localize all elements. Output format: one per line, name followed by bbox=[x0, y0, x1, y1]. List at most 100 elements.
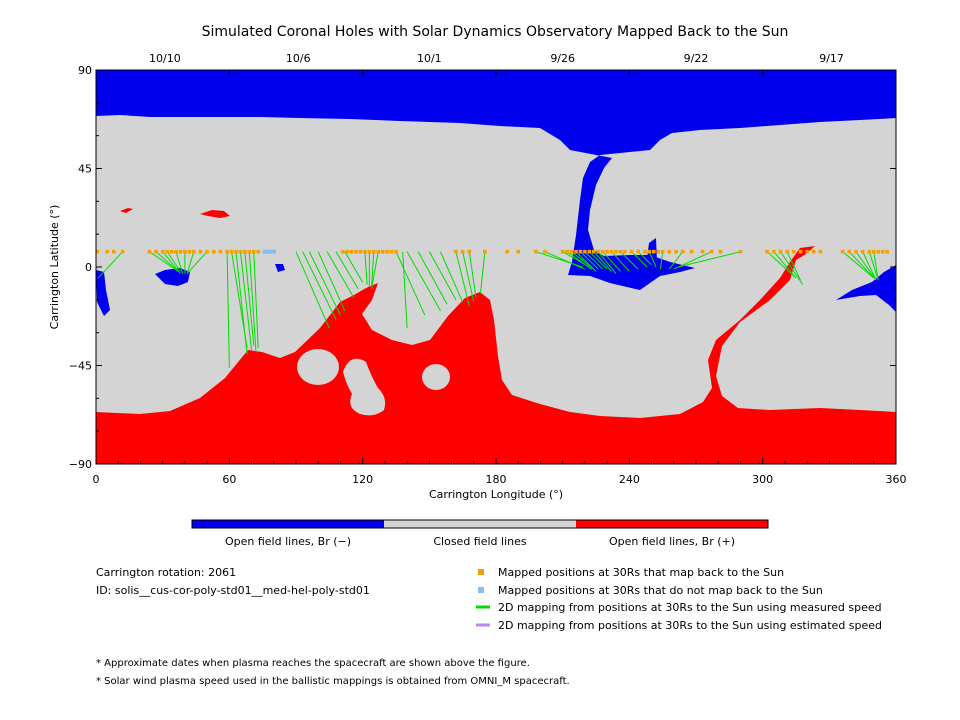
x-tick-label: 300 bbox=[752, 473, 773, 486]
field-line bbox=[868, 251, 879, 281]
unmapped-marker bbox=[271, 249, 276, 254]
field-line bbox=[253, 251, 259, 349]
mapped-marker bbox=[389, 249, 394, 254]
colorbar-segment bbox=[576, 520, 768, 528]
mapped-marker bbox=[543, 249, 547, 254]
top-date-label: 9/22 bbox=[684, 52, 709, 65]
field-line bbox=[602, 251, 621, 272]
mapped-marker bbox=[596, 249, 601, 254]
field-line bbox=[786, 251, 801, 281]
x-tick-label: 360 bbox=[886, 473, 907, 486]
colorbar-frame bbox=[191, 519, 769, 529]
mapped-marker bbox=[738, 249, 743, 254]
field-line bbox=[479, 251, 486, 294]
mapped-marker bbox=[225, 249, 229, 254]
field-line bbox=[149, 251, 179, 272]
colorbar-segment bbox=[384, 520, 576, 528]
mapped-marker bbox=[569, 249, 574, 254]
mapped-marker bbox=[791, 249, 796, 254]
x-tick-label: 60 bbox=[222, 473, 236, 486]
mapped-marker bbox=[183, 249, 187, 254]
field-line bbox=[580, 251, 599, 270]
mapped-marker bbox=[345, 249, 349, 254]
legend-unmapped-swatch bbox=[478, 587, 484, 593]
x-tick-label: 240 bbox=[619, 473, 640, 486]
red-patch-lon12 bbox=[120, 208, 133, 213]
field-line bbox=[588, 251, 608, 270]
x-tick-label: 0 bbox=[93, 473, 100, 486]
closed-island-1 bbox=[297, 349, 339, 385]
field-line bbox=[678, 251, 741, 268]
blue-stalk-coronal-hole bbox=[646, 238, 657, 268]
top-date-label: 10/6 bbox=[286, 52, 311, 65]
mapped-marker bbox=[623, 249, 627, 254]
field-line bbox=[371, 251, 379, 289]
red-patch-lon55 bbox=[200, 210, 230, 218]
mapped-marker bbox=[689, 249, 694, 254]
field-line bbox=[175, 251, 184, 274]
blue-coronal-hole-lon36 bbox=[155, 268, 190, 286]
chart-title: Simulated Coronal Holes with Solar Dynam… bbox=[202, 24, 789, 40]
mapped-marker bbox=[700, 249, 705, 254]
mapped-marker bbox=[111, 249, 116, 254]
field-line bbox=[575, 251, 597, 272]
legend-estimated-text: 2D mapping from positions at 30Rs to the… bbox=[498, 619, 882, 632]
mapped-marker bbox=[667, 249, 672, 254]
field-line bbox=[584, 251, 604, 270]
field-line bbox=[371, 251, 375, 287]
field-line bbox=[773, 251, 797, 279]
field-line bbox=[235, 251, 248, 355]
mapped-marker bbox=[154, 249, 158, 254]
carrington-rotation-text: Carrington rotation: 2061 bbox=[96, 566, 236, 579]
field-line bbox=[631, 251, 648, 268]
x-axis: 0 60 120 180 240 300 360 bbox=[93, 70, 907, 486]
field-lines bbox=[97, 251, 879, 368]
legend: Mapped positions at 30Rs that map back t… bbox=[476, 566, 882, 632]
mapped-markers bbox=[96, 249, 889, 254]
field-line bbox=[97, 251, 124, 279]
y-axis: 90 45 0 −45 −90 bbox=[69, 64, 896, 471]
mapped-marker bbox=[467, 249, 472, 254]
field-line bbox=[659, 251, 664, 270]
mapped-marker bbox=[629, 249, 634, 254]
field-line bbox=[648, 251, 657, 268]
mapped-marker bbox=[609, 249, 614, 254]
mapped-marker bbox=[591, 249, 596, 254]
unmapped-marker bbox=[262, 249, 268, 254]
y-tick-label: −90 bbox=[69, 458, 92, 471]
plot-area bbox=[96, 70, 896, 464]
field-line bbox=[455, 251, 470, 307]
field-line bbox=[326, 251, 355, 298]
mapped-marker bbox=[560, 249, 565, 254]
mapped-marker bbox=[771, 249, 776, 254]
note-dates: * Approximate dates when plasma reaches … bbox=[96, 658, 530, 669]
closed-island-2 bbox=[343, 358, 386, 416]
mapped-marker bbox=[160, 249, 165, 254]
x-tick-label: 120 bbox=[352, 473, 373, 486]
field-line bbox=[566, 251, 592, 270]
field-line bbox=[766, 251, 797, 279]
top-date-label: 10/10 bbox=[149, 52, 181, 65]
blue-coronal-hole-lon350 bbox=[836, 265, 896, 312]
mapped-marker bbox=[211, 249, 216, 254]
field-line bbox=[406, 251, 441, 312]
mapped-marker bbox=[229, 249, 234, 254]
field-line bbox=[593, 251, 612, 272]
field-line bbox=[637, 251, 652, 266]
mapped-marker bbox=[354, 249, 358, 254]
mapped-marker bbox=[165, 249, 169, 254]
mapped-marker bbox=[380, 249, 385, 254]
y-axis-label: Carrington Latitude (°) bbox=[48, 205, 61, 330]
mapped-marker bbox=[565, 249, 569, 254]
mapped-marker bbox=[660, 249, 665, 254]
field-line bbox=[186, 251, 208, 274]
mapped-marker bbox=[811, 249, 816, 254]
field-line bbox=[468, 251, 477, 298]
field-line bbox=[295, 251, 330, 329]
mapped-marker bbox=[805, 249, 809, 254]
mapped-marker bbox=[534, 249, 538, 254]
mapped-marker bbox=[647, 249, 652, 254]
mapped-marker bbox=[574, 249, 578, 254]
south-polar-coronal-hole bbox=[96, 246, 896, 464]
mapped-marker bbox=[340, 249, 345, 254]
